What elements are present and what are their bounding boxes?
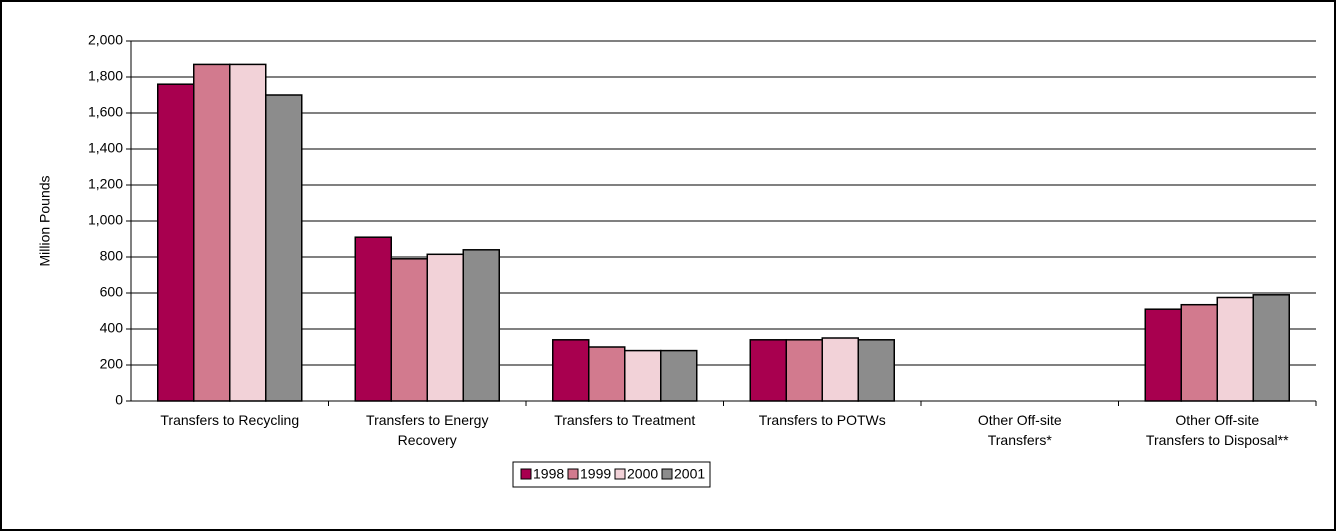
x-tick-label: Transfers to Treatment xyxy=(554,412,695,428)
legend-label: 2001 xyxy=(674,466,705,482)
bar xyxy=(660,349,698,402)
legend-swatch xyxy=(520,468,532,480)
x-tick-label: Other Off-site Transfers to Disposal** xyxy=(1146,412,1289,448)
bar xyxy=(1252,294,1290,402)
y-tick-label: 600 xyxy=(100,284,124,300)
bar xyxy=(390,258,428,402)
y-tick-label: 0 xyxy=(115,392,123,408)
bar xyxy=(1216,296,1254,402)
bar xyxy=(193,63,231,402)
bar xyxy=(857,339,895,402)
y-axis-title: Million Pounds xyxy=(37,175,53,266)
y-tick-label: 400 xyxy=(100,320,124,336)
y-tick-label: 1,400 xyxy=(88,140,123,156)
bar xyxy=(588,346,626,402)
legend-swatch xyxy=(661,468,673,480)
y-tick-label: 1,000 xyxy=(88,212,123,228)
bar xyxy=(265,94,303,402)
y-tick-label: 2,000 xyxy=(88,32,123,48)
bar xyxy=(354,236,392,402)
bar xyxy=(552,339,590,402)
legend-swatch xyxy=(614,468,626,480)
bar xyxy=(821,337,859,402)
x-tick-label: Other Off-site Transfers* xyxy=(978,412,1062,448)
bar xyxy=(426,253,464,402)
bar xyxy=(462,249,500,402)
bar xyxy=(624,349,662,402)
legend-box xyxy=(512,461,711,488)
y-tick-label: 1,600 xyxy=(88,104,123,120)
legend-label: 1998 xyxy=(533,466,564,482)
bar xyxy=(749,339,787,402)
x-tick-label: Transfers to POTWs xyxy=(759,412,886,428)
legend-label: 1999 xyxy=(580,466,611,482)
y-tick-label: 1,200 xyxy=(88,176,123,192)
bar xyxy=(785,339,823,402)
bar xyxy=(229,63,267,402)
legend-swatch xyxy=(567,468,579,480)
legend-label: 2000 xyxy=(627,466,658,482)
y-tick-label: 800 xyxy=(100,248,124,264)
bar xyxy=(1144,308,1182,402)
bar xyxy=(1180,303,1218,402)
x-tick-label: Transfers to Energy Recovery xyxy=(366,412,488,448)
y-tick-label: 200 xyxy=(100,356,124,372)
y-tick-label: 1,800 xyxy=(88,68,123,84)
x-tick-label: Transfers to Recycling xyxy=(160,412,299,428)
bar xyxy=(157,83,195,402)
